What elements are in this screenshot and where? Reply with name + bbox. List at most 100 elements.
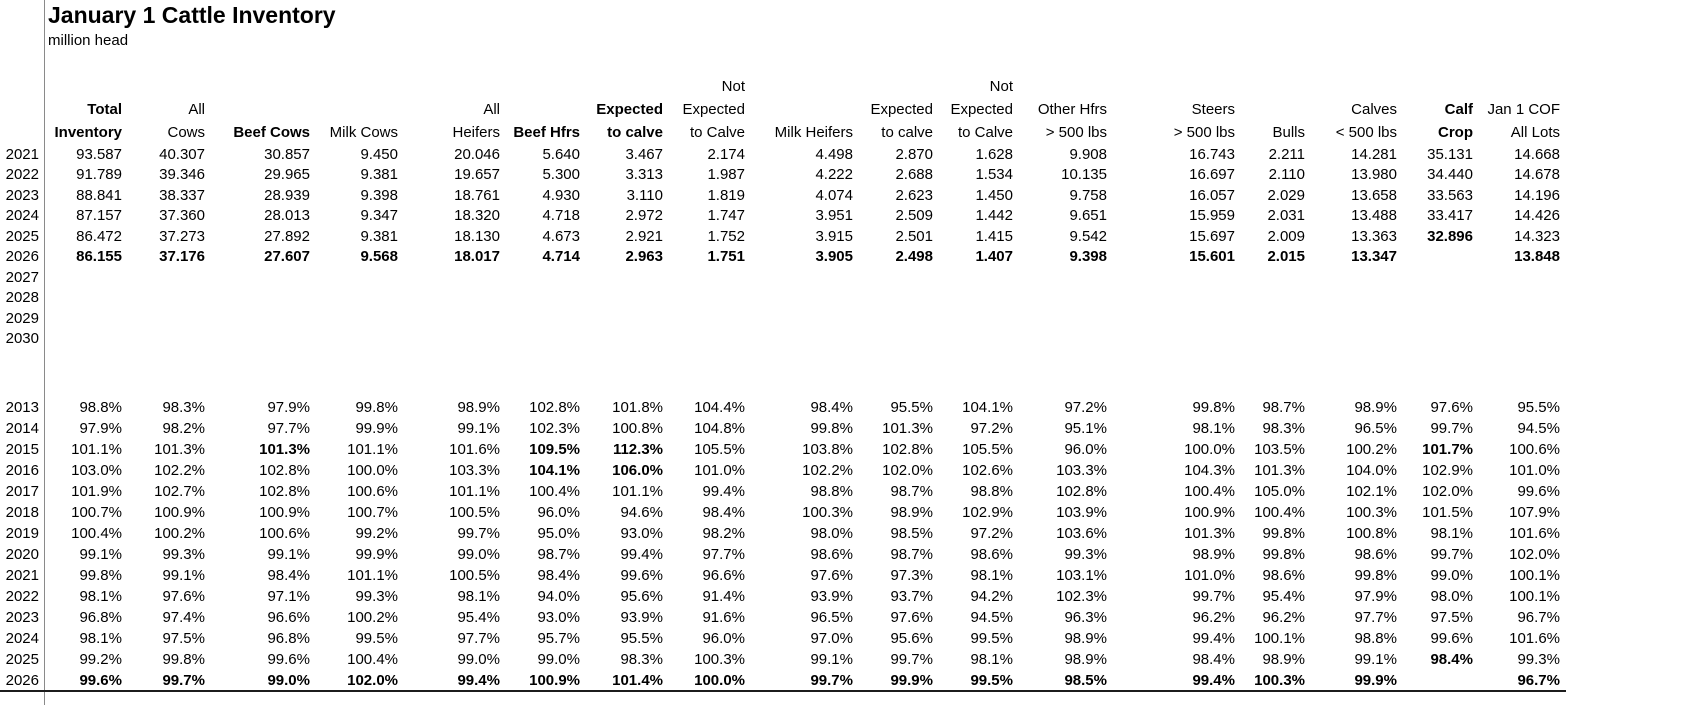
- data-cell: 98.9%: [1192, 546, 1235, 563]
- data-cell: 15.601: [1189, 248, 1235, 266]
- data-cell: 97.0%: [810, 630, 853, 647]
- data-cell: [1113, 267, 1241, 288]
- table-row: 2017 101.9% 102.7% 102.8% 100.6% 101.1% 100.4%…: [0, 481, 1566, 502]
- data-cell: [506, 288, 586, 309]
- column-header: Crop: [1438, 124, 1473, 141]
- data-cell: 88.841: [76, 186, 122, 204]
- data-cell: 102.0%: [1509, 546, 1560, 563]
- data-cell: 9.381: [360, 166, 398, 184]
- data-cell: 98.5%: [1064, 671, 1107, 689]
- data-cell: 98.4%: [537, 567, 580, 584]
- data-cell: 95.5%: [1517, 399, 1560, 416]
- column-header: [751, 98, 859, 121]
- data-cell: [506, 267, 586, 288]
- data-cell: [1403, 670, 1479, 691]
- data-cell: 99.6%: [1430, 630, 1473, 647]
- data-cell: 102.2%: [802, 462, 853, 479]
- data-cell: 19.657: [454, 166, 500, 184]
- data-cell: 98.2%: [702, 525, 745, 542]
- data-cell: 91.789: [76, 166, 122, 184]
- data-cell: [1311, 329, 1403, 350]
- data-cell: 98.9%: [1064, 651, 1107, 668]
- data-cell: [1241, 308, 1311, 329]
- data-cell: 13.848: [1514, 248, 1560, 266]
- column-header: All: [483, 101, 500, 118]
- data-cell: [669, 308, 751, 329]
- data-cell: 99.3%: [355, 588, 398, 605]
- data-cell: 105.0%: [1254, 483, 1305, 500]
- data-cell: 102.1%: [1346, 483, 1397, 500]
- data-cell: 99.3%: [162, 546, 205, 563]
- data-cell: 97.6%: [890, 609, 933, 626]
- column-header: [506, 75, 586, 98]
- data-cell: 100.7%: [71, 504, 122, 521]
- data-cell: 3.905: [815, 248, 853, 266]
- data-cell: [1311, 267, 1403, 288]
- data-cell: 100.0%: [694, 671, 745, 689]
- data-cell: 99.2%: [355, 525, 398, 542]
- data-cell: 97.1%: [267, 588, 310, 605]
- header-row: Not Not: [0, 75, 1566, 98]
- data-cell: 104.4%: [694, 399, 745, 416]
- table-row: 2015 101.1% 101.3% 101.3% 101.1% 101.6% 109.5%…: [0, 439, 1566, 460]
- column-header: Not: [721, 78, 745, 95]
- column-header: [506, 98, 586, 121]
- data-cell: 4.714: [542, 248, 580, 266]
- data-cell: 98.9%: [1064, 630, 1107, 647]
- data-cell: 99.4%: [702, 483, 745, 500]
- data-cell: 97.5%: [1430, 609, 1473, 626]
- data-cell: 103.6%: [1056, 525, 1107, 542]
- data-cell: 100.2%: [154, 525, 205, 542]
- data-cell: 98.9%: [457, 399, 500, 416]
- data-cell: 100.6%: [259, 525, 310, 542]
- data-cell: 100.7%: [347, 504, 398, 521]
- data-cell: 95.5%: [890, 399, 933, 416]
- data-cell: 87.157: [76, 207, 122, 225]
- data-cell: 99.9%: [1354, 671, 1397, 689]
- data-cell: 30.857: [264, 145, 310, 163]
- data-cell: 28.013: [264, 207, 310, 225]
- data-cell: 1.628: [975, 145, 1013, 163]
- data-cell: 14.196: [1514, 186, 1560, 204]
- data-cell: [859, 308, 939, 329]
- data-cell: [1113, 308, 1241, 329]
- data-cell: 109.5%: [529, 441, 580, 458]
- data-cell: 9.381: [360, 227, 398, 245]
- data-cell: 98.0%: [1430, 588, 1473, 605]
- data-cell: [1479, 308, 1566, 329]
- data-cell: 91.4%: [702, 588, 745, 605]
- data-cell: 34.440: [1427, 166, 1473, 184]
- data-cell: 37.176: [159, 248, 205, 266]
- data-cell: [751, 329, 859, 350]
- data-cell: 98.8%: [79, 399, 122, 416]
- data-cell: 29.965: [264, 166, 310, 184]
- data-cell: [751, 288, 859, 309]
- data-cell: 99.7%: [1430, 420, 1473, 437]
- data-cell: [586, 329, 669, 350]
- data-cell: 98.3%: [620, 651, 663, 668]
- column-header: Milk Heifers: [774, 124, 853, 141]
- year-cell: 2015: [5, 441, 39, 458]
- column-header: All: [188, 101, 205, 118]
- data-cell: 100.9%: [1184, 504, 1235, 521]
- column-header: Expected: [682, 101, 745, 118]
- data-cell: 98.5%: [890, 525, 933, 542]
- year-cell: 2022: [5, 166, 39, 184]
- data-cell: 96.8%: [79, 609, 122, 626]
- data-cell: [211, 288, 316, 309]
- data-cell: 100.8%: [612, 420, 663, 437]
- data-cell: 95.7%: [537, 630, 580, 647]
- data-cell: 104.8%: [694, 420, 745, 437]
- data-cell: 104.3%: [1184, 462, 1235, 479]
- data-cell: 102.8%: [529, 399, 580, 416]
- spacer-row: [0, 349, 1566, 397]
- data-cell: 99.6%: [1517, 483, 1560, 500]
- data-cell: 100.6%: [347, 483, 398, 500]
- data-cell: 4.673: [542, 227, 580, 245]
- column-header: [1241, 75, 1311, 98]
- data-cell: 98.3%: [1262, 420, 1305, 437]
- table-row: 2023 88.841 38.337 28.939 9.398 18.761 4.930 3.…: [0, 185, 1566, 206]
- data-cell: 2.688: [895, 166, 933, 184]
- column-header: Bulls: [1272, 124, 1305, 141]
- data-cell: 98.4%: [810, 399, 853, 416]
